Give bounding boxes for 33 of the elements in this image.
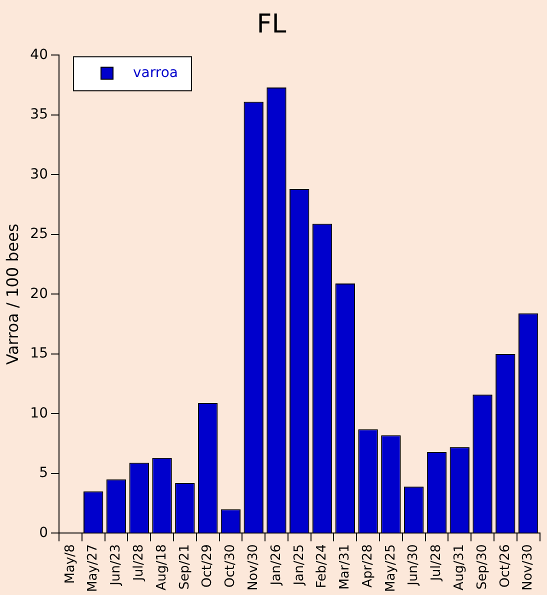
x-tick-label: Oct/26	[498, 544, 513, 588]
x-tick-label: Nov/30	[246, 544, 261, 590]
x-tick-label: Mar/31	[338, 544, 353, 590]
x-tick-label: Aug/18	[154, 544, 170, 591]
chart-title: FL	[256, 9, 287, 40]
y-tick-label: 5	[39, 465, 48, 482]
x-tick-label: Feb/24	[314, 544, 330, 588]
y-tick-label: 35	[30, 106, 48, 123]
y-tick-label: 25	[30, 226, 48, 242]
x-tick-label: Jul/28	[429, 544, 444, 582]
x-tick-label: Jun/23	[108, 544, 124, 586]
x-tick-label: Sep/30	[474, 544, 490, 590]
x-tick-label: Jan/26	[268, 544, 284, 586]
y-tick-label: 0	[39, 524, 48, 541]
x-tick-label: May/27	[86, 544, 101, 592]
x-tick-label: May/8	[62, 544, 78, 584]
x-tick-label: Jul/28	[132, 544, 147, 582]
x-tick-label: Nov/30	[520, 544, 536, 590]
x-tick-label: Sep/21	[177, 544, 192, 590]
x-tick-label: Jan/25	[292, 544, 307, 586]
y-tick-label: 20	[30, 286, 48, 302]
y-tick-label: 30	[30, 166, 48, 182]
x-tick-label: Apr/28	[360, 544, 376, 588]
x-tick-label: Aug/31	[452, 544, 468, 591]
x-tick-label: May/25	[383, 544, 398, 592]
y-axis-title: Varroa / 100 bees	[2, 224, 22, 365]
y-tick-label: 40	[30, 46, 48, 63]
x-tick-label: Oct/30	[223, 544, 238, 588]
x-tick-label: Jun/30	[406, 544, 422, 586]
y-tick-label: 10	[30, 405, 48, 422]
y-tick-label: 15	[30, 346, 48, 362]
x-tick-label: Oct/29	[200, 544, 216, 588]
legend-label: varroa	[133, 64, 178, 81]
